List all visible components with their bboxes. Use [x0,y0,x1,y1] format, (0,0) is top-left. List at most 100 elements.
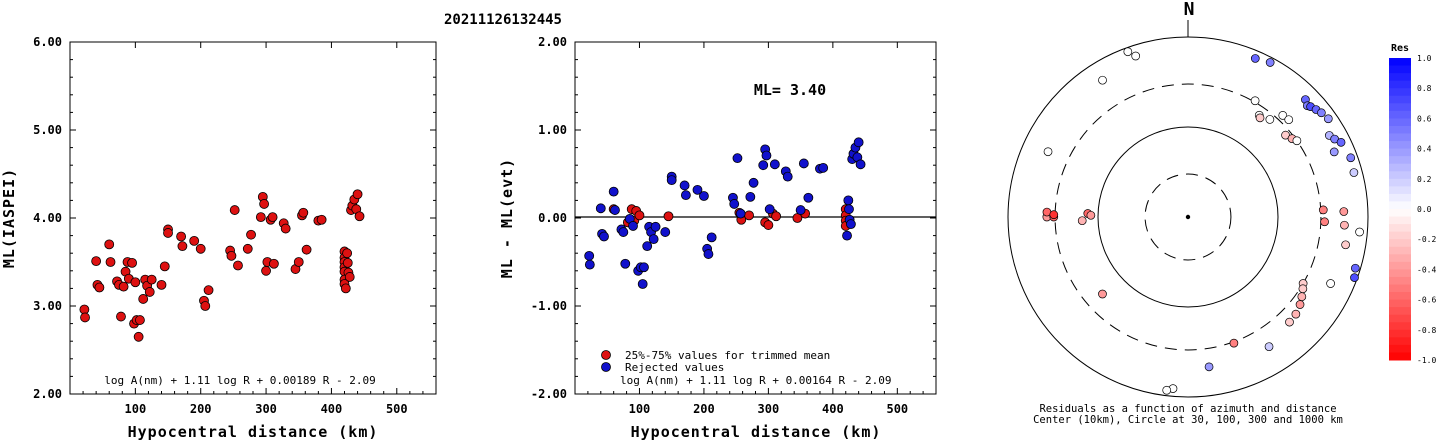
panel1-point [203,285,214,296]
colorbar-segment [1389,261,1411,270]
panel2-point [599,231,609,242]
distance-ring [1054,83,1322,351]
panel1-point [91,256,102,267]
colorbar-segment [1389,110,1411,119]
panel2-point [595,203,606,214]
panel2-point [745,191,756,202]
colorbar-tick-label: -0.8 [1417,326,1436,335]
panel1-point [242,243,253,254]
panel1-point [189,235,200,246]
panel1-xtick-label: 100 [125,402,147,416]
panel2-point [703,249,714,259]
station-residual-point [1340,220,1349,230]
colorbar-segment [1389,344,1411,353]
panel2-point [610,205,620,215]
panel2-point [764,204,775,215]
station-residual-point [1317,108,1326,118]
colorbar-segment [1389,269,1411,278]
panel1-ylabel: ML(IASPEI) [0,168,18,268]
panel1-point [138,294,149,304]
station-residual-point [1250,54,1260,63]
station-residual-point [1297,292,1307,302]
legend-label-rejected: Rejected values [625,361,724,374]
panel2-point [769,159,780,170]
station-residual-point [1351,263,1360,273]
colorbar-segment [1389,88,1411,97]
station-residual-point [1318,205,1328,215]
station-residual-point [1339,207,1349,216]
colorbar-tick-label: 0.2 [1417,175,1432,184]
station-residual-point [1295,300,1305,309]
panel1-point [144,287,155,297]
panel2-point [679,180,690,191]
panel2-xtick-label: 200 [693,402,715,416]
colorbar-segment [1389,133,1411,142]
panel2-point [748,177,759,188]
panel1-point [116,311,126,322]
colorbar-segment [1389,231,1411,240]
panel2-point [618,227,629,237]
panel1-point [104,239,115,250]
colorbar-segment [1389,73,1411,82]
colorbar-tick-label: 0.4 [1417,145,1432,154]
distance-ring [1144,173,1232,261]
colorbar-segment [1389,329,1411,338]
station-residual-point [1298,284,1308,294]
panel2-point [798,158,809,169]
panel2-axes: 100 200 300 400 500 -2.00 -1.00 0.00 1.00 2.00 [531,35,936,416]
panel2-point [648,234,659,245]
colorbar-title: Res [1391,43,1409,54]
station-residual-point [1250,96,1260,106]
station-residual-point [1350,273,1359,282]
colorbar-segment [1389,125,1411,134]
panel2-point [699,191,709,201]
panel2-point [818,162,829,173]
station-residual-point [1043,147,1053,157]
panel1-point [342,248,353,259]
panel1-point [229,205,240,215]
panel2-point [843,195,854,206]
panel2-point [729,199,740,209]
panel1-point [226,250,237,261]
colorbar-segment [1389,292,1411,301]
center-point [1185,214,1191,220]
panel1-point [344,272,355,282]
panel2-point [663,211,674,222]
panel1-ytick-label: 3.00 [33,299,62,313]
panel2-point [844,204,854,215]
legend-marker-rejected [601,362,611,372]
panel1-point [118,281,129,292]
panel2-point [620,258,631,269]
panel2-point [732,153,743,164]
panel2-xtick-label: 100 [629,402,651,416]
panel1-point [342,257,353,268]
station-residual-point [1131,51,1141,61]
azimuth-plot [1007,20,1369,398]
panel2-point [650,221,661,232]
station-residual-point [1291,309,1301,319]
station-residual-point [1323,114,1333,124]
panel1-ytick-label: 4.00 [33,211,62,225]
colorbar-segment [1389,178,1411,187]
panel1-point [301,244,312,255]
panel1-point [293,257,304,267]
north-label: N [1184,0,1195,20]
panel2-point [584,250,595,261]
chart-title: 20211126132445 [444,12,562,28]
panel1-frame [69,41,437,395]
panel1-point [127,257,137,268]
colorbar-segment [1389,352,1411,361]
colorbar-segment [1389,186,1411,195]
panel1-point [176,231,187,242]
panel2-formula: log A(nm) + 1.11 log R + 0.00164 R - 2.0… [620,374,892,387]
station-residual-point [1049,210,1059,220]
colorbar-tick-label: -1.0 [1417,356,1436,365]
panel1-point [156,279,167,290]
panel2-point [842,230,852,241]
station-residual-point [1329,147,1339,157]
panel2-ytick-label: 1.00 [538,123,567,137]
colorbar-tick-label: 0.6 [1417,114,1432,123]
panel2-point [744,210,754,221]
panel2-point [637,279,648,289]
colorbar-segment [1389,141,1411,150]
